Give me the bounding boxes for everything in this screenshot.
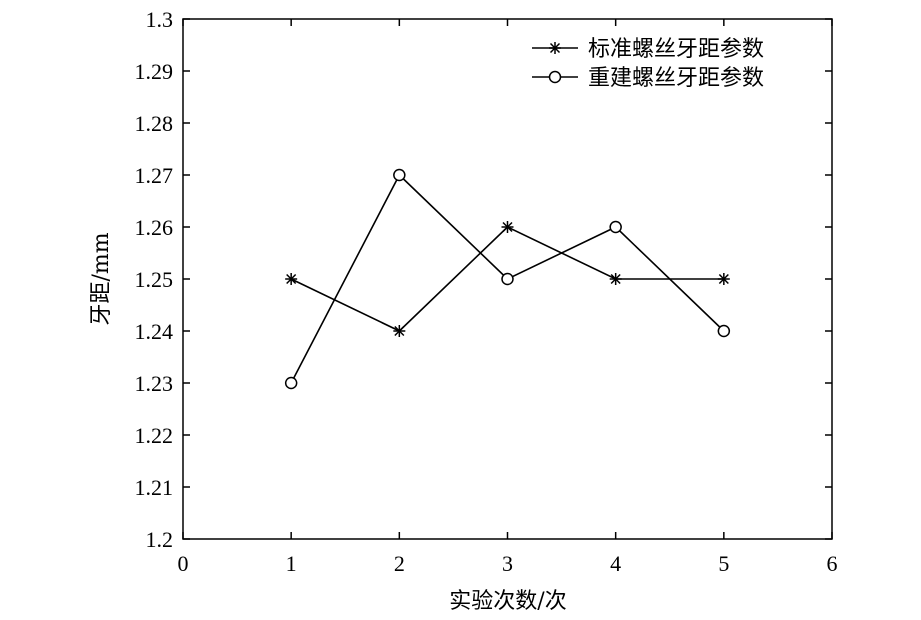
data-point (285, 273, 298, 285)
x-tick-label: 5 (718, 551, 729, 576)
data-point (717, 324, 731, 338)
x-tick-label: 2 (394, 551, 405, 576)
x-tick-label: 6 (827, 551, 838, 576)
y-tick-label: 1.23 (135, 371, 174, 396)
legend-item-1: 标准螺丝牙距参数 (532, 37, 764, 62)
series-group (284, 168, 731, 390)
legend-marker (548, 70, 562, 84)
data-point (501, 221, 514, 233)
series-1 (285, 221, 730, 337)
x-tick-label: 1 (286, 551, 297, 576)
y-tick-label: 1.28 (135, 111, 174, 136)
y-tick-label: 1.21 (135, 475, 174, 500)
y-tick-label: 1.29 (135, 59, 174, 84)
x-tick-label: 0 (178, 551, 189, 576)
legend-item-2: 重建螺丝牙距参数 (532, 66, 764, 91)
legend-label: 标准螺丝牙距参数 (588, 37, 764, 62)
y-tick-label: 1.24 (135, 319, 174, 344)
x-tick-label: 4 (610, 551, 621, 576)
y-axis-title: 牙距/mm (89, 232, 114, 325)
y-tick-label: 1.22 (135, 423, 174, 448)
x-tick-label: 3 (502, 551, 513, 576)
legend-label: 重建螺丝牙距参数 (588, 66, 764, 91)
y-tick-label: 1.3 (146, 7, 174, 32)
y-tick-label: 1.26 (135, 215, 174, 240)
axes: 0 1 2 3 4 5 6 1.2 1.21 1.22 1.23 1.24 1.25 1.26 1.27 1.… (135, 7, 838, 576)
series-2 (284, 168, 731, 390)
legend-marker (549, 42, 561, 54)
data-point (284, 376, 298, 390)
y-tick-label: 1.25 (135, 267, 174, 292)
x-axis-title: 实验次数/次 (449, 589, 566, 614)
data-point (393, 325, 406, 337)
y-tick-label: 1.27 (135, 163, 174, 188)
data-point (501, 272, 514, 286)
data-point (609, 220, 622, 234)
y-tick-label: 1.2 (146, 527, 174, 552)
data-point (393, 168, 406, 182)
data-point (717, 273, 730, 285)
data-point (609, 273, 622, 285)
